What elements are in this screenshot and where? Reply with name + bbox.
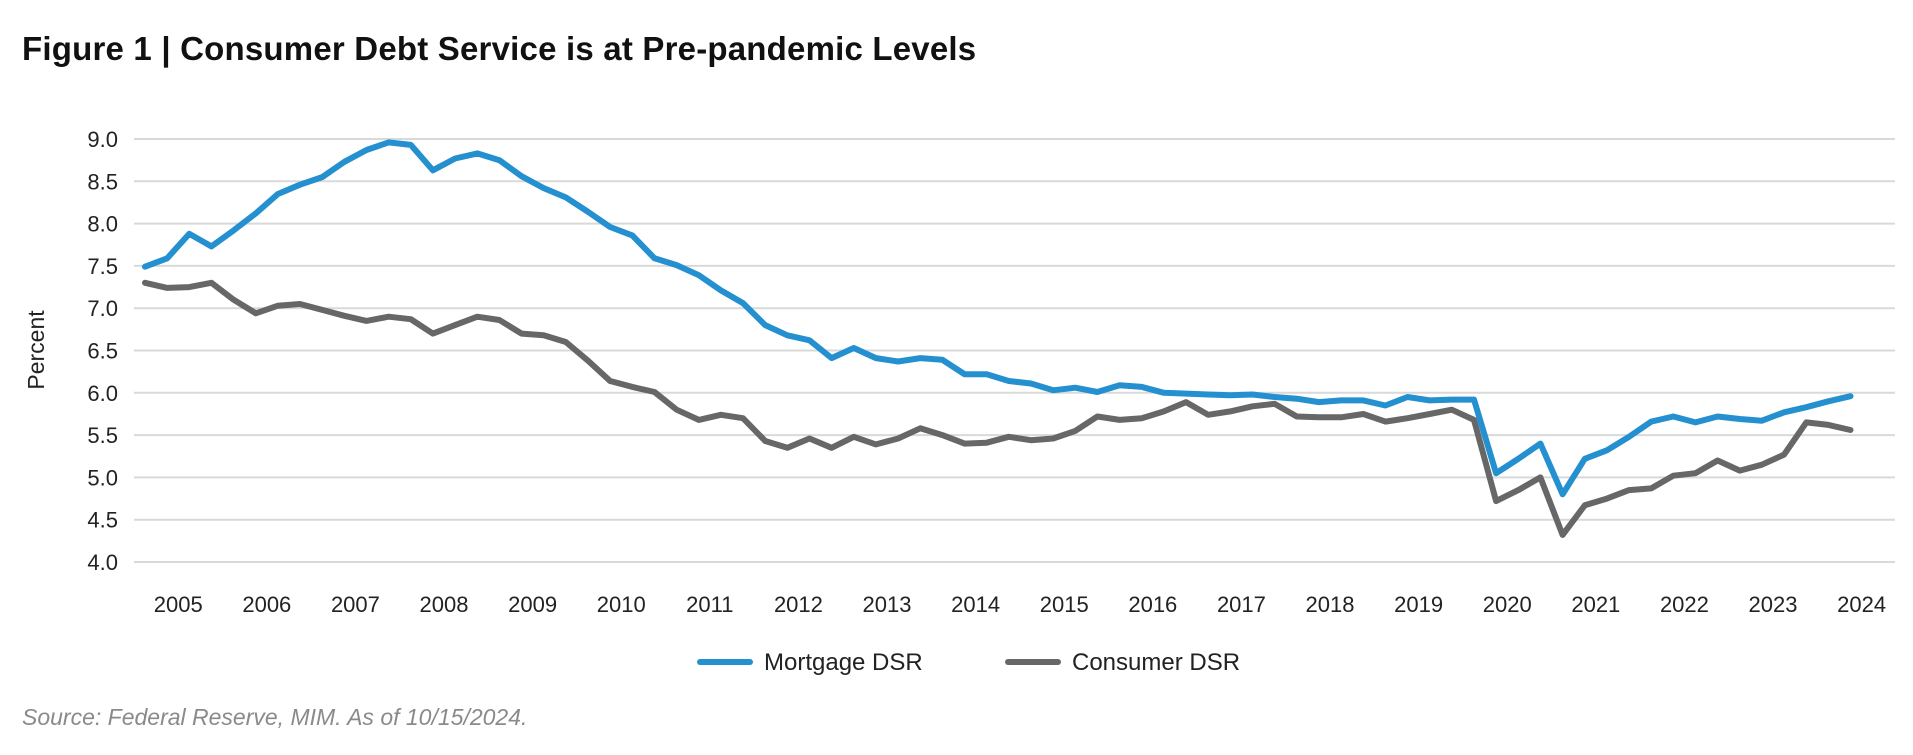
x-tick-label: 2018 bbox=[1306, 592, 1355, 617]
y-tick-label: 8.5 bbox=[87, 169, 118, 194]
y-axis-label: Percent bbox=[23, 310, 49, 390]
legend: Mortgage DSR Consumer DSR bbox=[697, 649, 1240, 676]
series-line-mortgage-dsr bbox=[142, 139, 1854, 498]
x-tick-label: 2007 bbox=[331, 592, 380, 617]
series-lines bbox=[142, 139, 1854, 538]
x-tick-label: 2020 bbox=[1483, 592, 1532, 617]
gridlines bbox=[134, 138, 1895, 563]
y-tick-label: 6.0 bbox=[87, 381, 118, 406]
legend-label: Mortgage DSR bbox=[764, 649, 923, 676]
x-tick-label: 2021 bbox=[1571, 592, 1620, 617]
x-tick-label: 2024 bbox=[1837, 592, 1886, 617]
x-tick-label: 2005 bbox=[154, 592, 203, 617]
x-tick-label: 2014 bbox=[951, 592, 1000, 617]
x-tick-label: 2016 bbox=[1128, 592, 1177, 617]
x-tick-label: 2006 bbox=[242, 592, 291, 617]
y-tick-label: 5.5 bbox=[87, 423, 118, 448]
y-tick-label: 6.5 bbox=[87, 339, 118, 364]
legend-label: Consumer DSR bbox=[1072, 649, 1240, 676]
x-tick-label: 2009 bbox=[508, 592, 557, 617]
x-tick-label: 2008 bbox=[420, 592, 469, 617]
x-tick-label: 2011 bbox=[686, 592, 733, 617]
y-tick-label: 4.0 bbox=[87, 550, 118, 575]
x-tick-label: 2012 bbox=[774, 592, 823, 617]
x-tick-label: 2015 bbox=[1040, 592, 1089, 617]
x-tick-label: 2023 bbox=[1749, 592, 1798, 617]
x-tick-label: 2022 bbox=[1660, 592, 1709, 617]
y-tick-label: 5.0 bbox=[87, 465, 118, 490]
y-tick-label: 8.0 bbox=[87, 212, 118, 237]
y-tick-labels: 4.0 4.5 5.0 5.5 6.0 6.5 7.0 7.5 8.0 8.5 9.0 bbox=[87, 127, 118, 575]
x-tick-label: 2010 bbox=[597, 592, 646, 617]
source-note: Source: Federal Reserve, MIM. As of 10/1… bbox=[22, 704, 528, 730]
x-tick-label: 2019 bbox=[1394, 592, 1443, 617]
y-tick-label: 4.5 bbox=[87, 508, 118, 533]
x-tick-label: 2013 bbox=[863, 592, 912, 617]
x-tick-labels: 2005 2006 2007 2008 2009 2010 2011 2012 2013 2014… bbox=[154, 592, 1886, 617]
chart-title: Figure 1 | Consumer Debt Service is at P… bbox=[22, 30, 977, 67]
y-tick-label: 7.0 bbox=[87, 296, 118, 321]
series-line-consumer-dsr bbox=[142, 279, 1854, 538]
x-tick-label: 2017 bbox=[1217, 592, 1266, 617]
y-tick-label: 7.5 bbox=[87, 254, 118, 279]
y-tick-label: 9.0 bbox=[87, 127, 118, 152]
